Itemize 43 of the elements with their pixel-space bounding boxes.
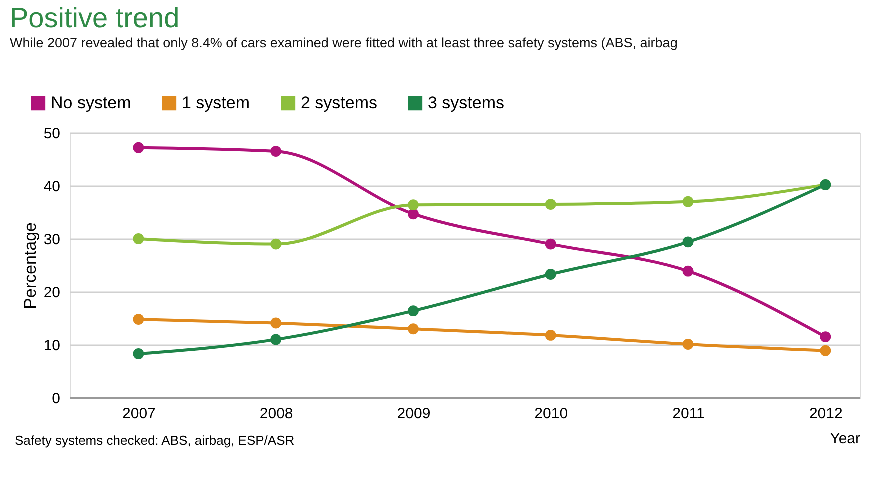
point	[820, 345, 832, 356]
point	[545, 269, 556, 280]
x-tick-label: 2011	[672, 406, 705, 422]
point	[682, 196, 694, 208]
y-tick-label: 0	[52, 390, 60, 408]
chart-title: Positive trend	[10, 2, 180, 34]
y-axis-title: Percentage	[20, 222, 40, 310]
point	[820, 332, 832, 343]
legend-label: 2 systems	[301, 94, 378, 113]
x-tick-label: 2007	[122, 406, 156, 422]
point	[682, 339, 694, 350]
point	[270, 318, 282, 329]
point	[133, 348, 144, 360]
y-tick-label: 20	[44, 284, 60, 302]
x-tick-label: 2010	[534, 406, 568, 422]
point	[682, 266, 694, 277]
legend-label: 1 system	[182, 94, 250, 113]
point	[270, 334, 282, 346]
chart-subtitle: While 2007 revealed that only 8.4% of cars examined were fitted with at least three safety systems (ABS, airbag	[10, 36, 678, 50]
point	[545, 238, 556, 250]
y-tick-label: 40	[44, 178, 60, 196]
point	[545, 199, 556, 210]
point	[682, 236, 694, 248]
y-tick-label: 30	[44, 232, 60, 248]
point	[408, 208, 419, 220]
point	[270, 146, 282, 158]
legend-label: No system	[51, 94, 132, 113]
point	[545, 330, 556, 341]
text: Safety systems checked: ABS, airbag, ESP/ASR	[15, 433, 295, 448]
point	[408, 200, 419, 211]
point	[408, 324, 419, 335]
legend-label: 3 systems	[428, 94, 505, 113]
x-tick-label: 2009	[397, 406, 431, 422]
x-axis-title: Year	[830, 430, 860, 448]
point	[408, 306, 419, 317]
point	[270, 238, 282, 250]
point	[133, 142, 144, 154]
y-tick-label: 50	[44, 126, 60, 142]
point	[133, 314, 144, 326]
x-tick-label: 2012	[809, 406, 843, 422]
x-tick-label: 2008	[260, 406, 294, 422]
point	[133, 234, 144, 244]
y-tick-label: 10	[44, 338, 60, 354]
